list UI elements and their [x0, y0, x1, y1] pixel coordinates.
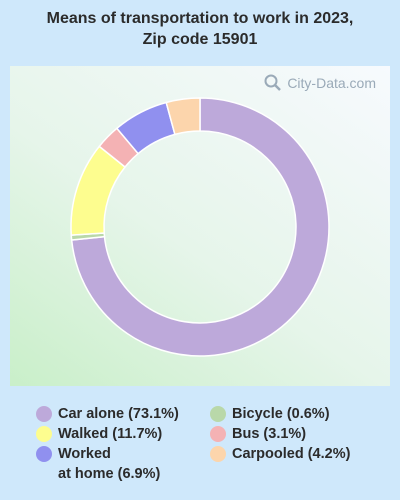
- chart-title: Means of transportation to work in 2023,…: [46, 10, 354, 48]
- legend-swatch: [210, 426, 226, 442]
- legend-label: Worked at home (6.9%): [58, 446, 161, 482]
- plot-area: City-Data.com: [10, 66, 390, 386]
- legend-swatch: [36, 446, 52, 462]
- legend-label: Bus (3.1%): [232, 426, 307, 442]
- legend-label: Car alone (73.1%): [58, 406, 179, 422]
- legend-item-worked-at-home: Worked at home (6.9%): [36, 444, 160, 484]
- watermark-text: City-Data.com: [287, 75, 376, 91]
- legend-label: Carpooled (4.2%): [232, 446, 351, 462]
- legend-item-carpooled: Carpooled (4.2%): [210, 444, 350, 464]
- watermark: City-Data.com: [264, 74, 376, 92]
- magnifier-icon: [264, 74, 282, 91]
- legend: Car alone (73.1%) Walked (11.7%) Worked at…: [0, 400, 400, 500]
- legend-item-car-alone: Car alone (73.1%): [36, 404, 179, 424]
- legend-item-bus: Bus (3.1%): [210, 424, 306, 444]
- donut-chart: [70, 97, 330, 357]
- slice-carpooled: [165, 97, 201, 136]
- slice-car-alone: [70, 97, 330, 357]
- legend-label: Bicycle (0.6%): [232, 406, 330, 422]
- legend-item-walked: Walked (11.7%): [36, 424, 162, 444]
- legend-swatch: [36, 406, 52, 422]
- legend-swatch: [210, 406, 226, 422]
- legend-label: Walked (11.7%): [58, 426, 163, 442]
- legend-swatch: [36, 426, 52, 442]
- legend-swatch: [210, 446, 226, 462]
- legend-item-bicycle: Bicycle (0.6%): [210, 404, 330, 424]
